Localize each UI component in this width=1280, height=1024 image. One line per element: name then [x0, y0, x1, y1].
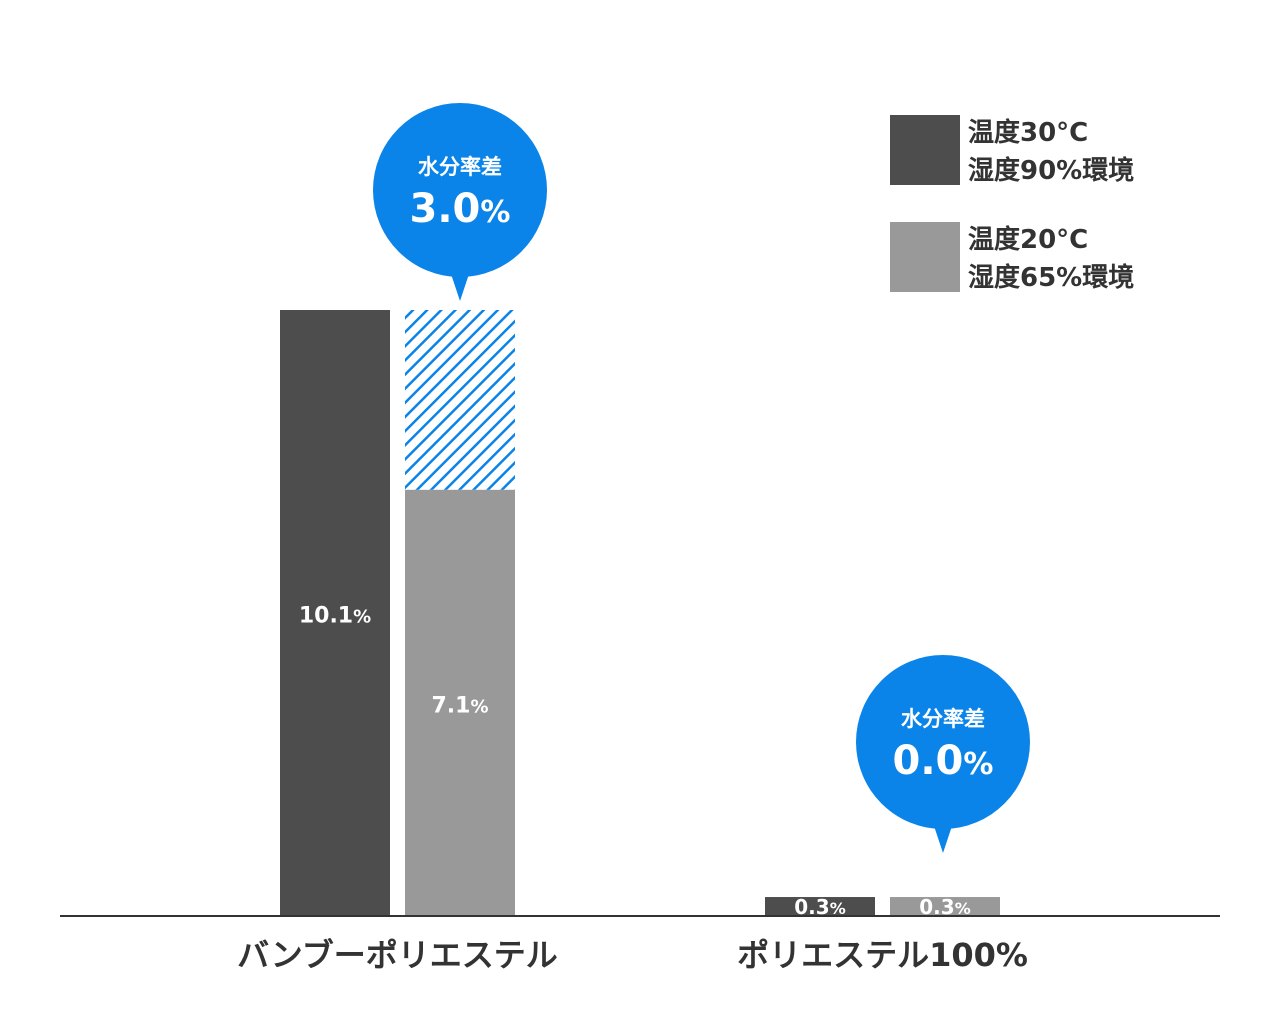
callout-pointer-0 [450, 271, 470, 301]
callout-bubble-0 [373, 103, 547, 277]
bar-value-label-0-0: 10.1% [299, 604, 371, 629]
category-labels: バンブーポリエステル ポリエステル100% [237, 936, 1028, 974]
bar-value-label-0-1: 7.1% [431, 693, 488, 718]
callout-pointer-1 [933, 823, 953, 853]
legend-label-0: 温度30°C 湿度90%環境 [968, 117, 1134, 186]
callouts-layer: 水分率差 3.0% 水分率差 0.0% [373, 103, 1030, 853]
category-label-1: ポリエステル100% [737, 936, 1028, 974]
callout-title-1: 水分率差 [901, 707, 985, 731]
callout-1: 水分率差 0.0% [856, 655, 1030, 853]
bar-0-1 [405, 489, 515, 915]
bar-1-0 [765, 897, 875, 915]
callout-title-0: 水分率差 [418, 155, 502, 179]
callout-value-0: 3.0% [410, 186, 511, 232]
bar-0-0 [280, 310, 390, 915]
legend-swatch-1 [890, 222, 960, 292]
callout-0: 水分率差 3.0% [373, 103, 547, 301]
legend-swatch-0 [890, 115, 960, 185]
callout-bubble-1 [856, 655, 1030, 829]
callout-value-1: 0.0% [893, 738, 994, 784]
difference-hatch-0 [405, 310, 515, 490]
category-label-0: バンブーポリエステル [237, 936, 558, 974]
legend-label-1: 温度20°C 湿度65%環境 [968, 224, 1134, 293]
bars-layer: 10.1%7.1%0.3% 0.3% [280, 310, 1000, 919]
bar-1-1 [890, 897, 1000, 915]
